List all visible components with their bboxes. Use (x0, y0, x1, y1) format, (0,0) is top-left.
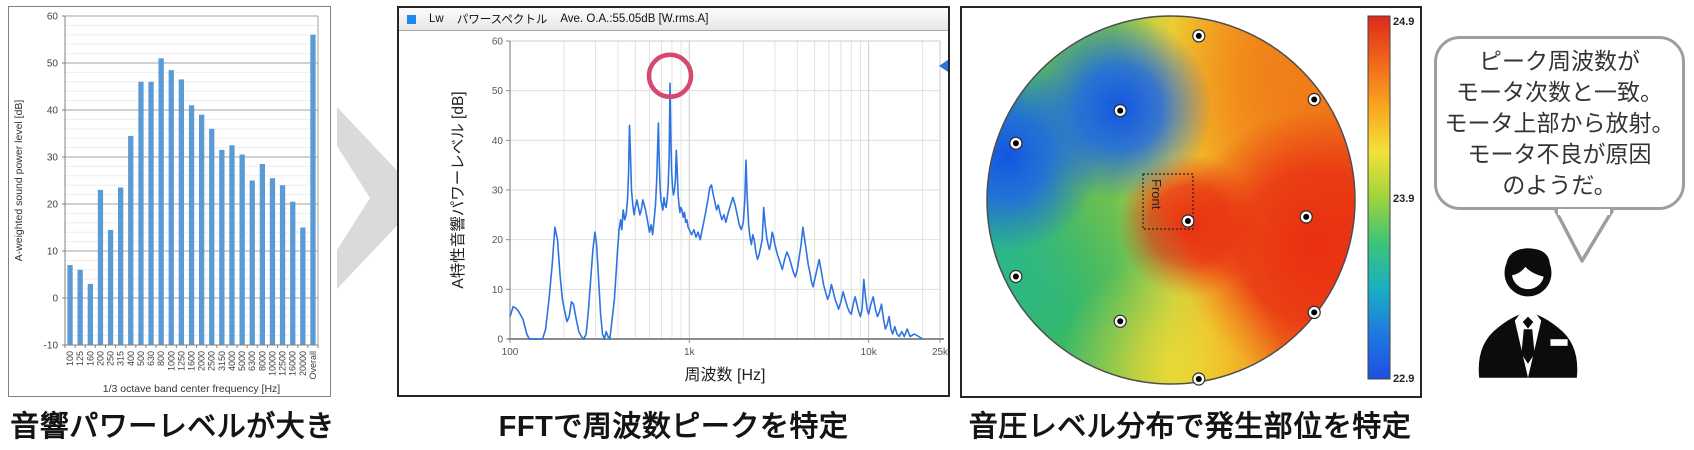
svg-text:A-weighted sound power level [: A-weighted sound power level [dB] (13, 100, 25, 262)
svg-text:10: 10 (492, 285, 504, 296)
svg-text:5000: 5000 (237, 351, 247, 371)
svg-text:160: 160 (85, 351, 95, 366)
svg-text:16000: 16000 (288, 351, 298, 376)
heatmap-caption: 音圧レベル分布で発生部位を特定 (968, 411, 1412, 443)
svg-text:20: 20 (47, 200, 59, 211)
svg-text:10k: 10k (861, 347, 878, 358)
speech-bubble-text: ピーク周波数が モータ次数と一致。 モータ上部から放射。 モータ不良が原因 のようだ。 (1444, 47, 1675, 198)
front-region-label: Front (1149, 179, 1164, 210)
svg-text:250: 250 (106, 351, 116, 366)
svg-text:500: 500 (136, 351, 146, 366)
colorbar (1367, 15, 1391, 380)
svg-text:0: 0 (497, 335, 503, 346)
colorbar-mid-label: 23.9 (1393, 193, 1414, 205)
speech-bubble-tail (1554, 209, 1614, 263)
fft-spectrum-panel: Lw パワースペクトル Ave. O.A.:55.05dB [W.rms.A] … (397, 6, 950, 397)
measurement-points (1009, 29, 1321, 386)
svg-text:400: 400 (126, 351, 136, 366)
svg-text:125: 125 (75, 351, 85, 366)
front-region-box (1142, 173, 1194, 230)
right-arrow-icon (337, 107, 423, 289)
svg-text:4000: 4000 (227, 351, 237, 371)
svg-text:周波数 [Hz]: 周波数 [Hz] (685, 366, 766, 384)
colorbar-max-label: 24.9 (1393, 16, 1414, 28)
svg-text:10: 10 (47, 247, 59, 258)
svg-text:100: 100 (65, 351, 75, 366)
heatmap-circle-outline (986, 15, 1356, 385)
fft-legend-title: パワースペクトル (456, 14, 548, 26)
svg-text:0: 0 (52, 294, 58, 305)
engineer-person-icon (1478, 248, 1578, 378)
svg-text:630: 630 (146, 351, 156, 366)
svg-text:50: 50 (47, 59, 59, 70)
svg-text:12500: 12500 (278, 351, 288, 376)
svg-text:8000: 8000 (257, 351, 267, 371)
svg-text:2000: 2000 (197, 351, 207, 371)
svg-text:40: 40 (47, 106, 59, 117)
svg-text:1000: 1000 (166, 351, 176, 371)
svg-text:20: 20 (492, 235, 504, 246)
heatmap-panel: Front 24.9 23.9 22.9 (960, 6, 1422, 398)
heatmap-svg: Front 24.9 23.9 22.9 (986, 15, 1414, 386)
fft-overall-value: Ave. O.A.:55.05dB [W.rms.A] (560, 13, 709, 25)
heatmap-field (987, 16, 1355, 384)
svg-text:3150: 3150 (217, 351, 227, 371)
fft-svg: 0 10 20 30 40 50 60 100 1k 10k 25k 周波数 [Hz] A特性音響パワー… (449, 37, 949, 385)
svg-text:1600: 1600 (187, 351, 197, 371)
fft-header-bar: Lw パワースペクトル Ave. O.A.:55.05dB [W.rms.A] (399, 8, 948, 31)
svg-text:60: 60 (492, 37, 504, 48)
svg-text:200: 200 (95, 351, 105, 366)
svg-text:1250: 1250 (176, 351, 186, 371)
bar-chart-caption: 音響パワーレベルが大きい (10, 411, 335, 443)
svg-text:1k: 1k (684, 347, 696, 358)
svg-text:60: 60 (47, 12, 59, 23)
fft-caption: FFTで周波数ピークを特定 (498, 411, 849, 443)
colorbar-min-label: 22.9 (1393, 373, 1414, 385)
svg-text:20000: 20000 (298, 351, 308, 376)
svg-text:315: 315 (116, 351, 126, 366)
svg-text:25k: 25k (932, 347, 948, 358)
legend-square-icon (407, 14, 416, 24)
svg-text:-10: -10 (44, 341, 59, 352)
fft-legend-series: Lw (429, 13, 444, 25)
svg-text:10000: 10000 (268, 351, 278, 376)
speech-bubble: ピーク周波数が モータ次数と一致。 モータ上部から放射。 モータ不良が原因 のようだ。 (1434, 36, 1685, 210)
svg-text:2500: 2500 (207, 351, 217, 371)
svg-text:50: 50 (492, 86, 504, 97)
svg-text:100: 100 (502, 347, 519, 358)
svg-text:30: 30 (492, 186, 504, 197)
svg-text:40: 40 (492, 136, 504, 147)
svg-text:1/3 octave band center frequen: 1/3 octave band center frequency [Hz] (103, 383, 281, 394)
svg-text:A特性音響パワーレベル [dB]: A特性音響パワーレベル [dB] (449, 91, 467, 288)
svg-text:6300: 6300 (247, 351, 257, 371)
octave-bar-chart-panel: -10 0 10 20 30 40 50 60 100 125 160 200 250 315 400 500… (8, 6, 331, 397)
svg-text:800: 800 (156, 351, 166, 366)
svg-text:30: 30 (47, 153, 59, 164)
svg-text:Overall: Overall (308, 351, 318, 380)
